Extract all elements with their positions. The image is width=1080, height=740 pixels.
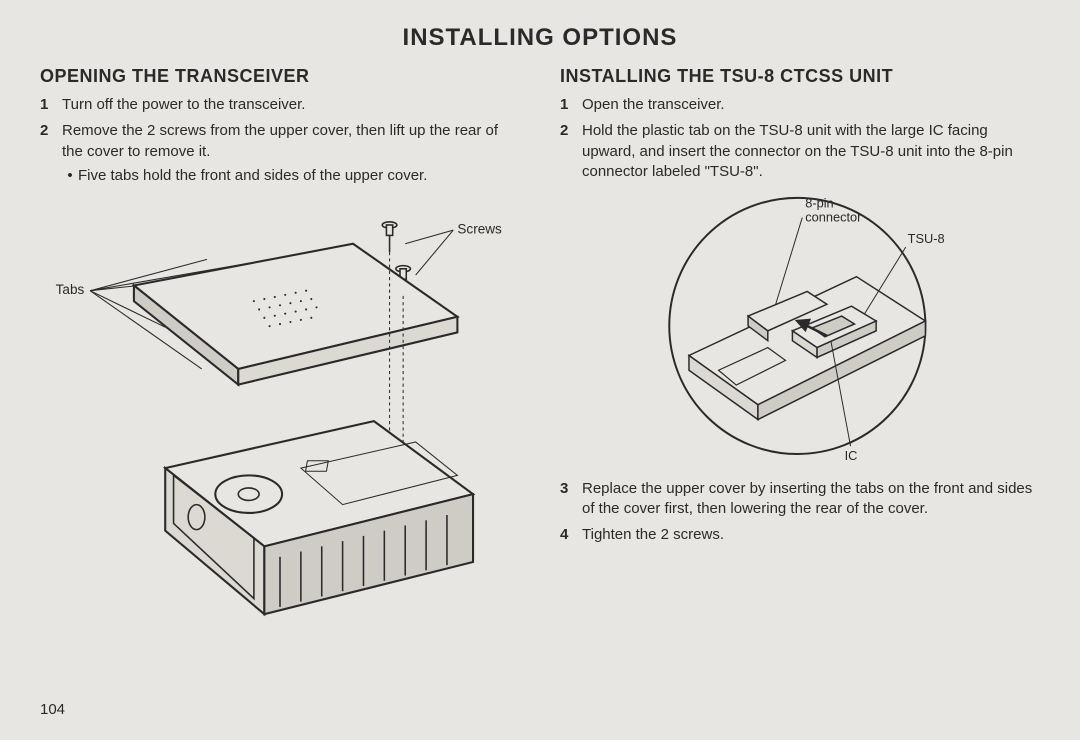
right-steps-a: 1 Open the transceiver. 2 Hold the plast… xyxy=(560,95,1040,182)
tabs-label: Tabs xyxy=(56,282,85,297)
step-text: Tighten the 2 screws. xyxy=(582,525,724,545)
left-steps: 1 Turn off the power to the transceiver.… xyxy=(40,95,520,186)
right-heading: INSTALLING THE TSU-8 CTCSS UNIT xyxy=(560,66,1040,87)
step-item: 1 Turn off the power to the transceiver. xyxy=(40,95,520,115)
tsu8-install-figure: 8-pin connector TSU-8 IC xyxy=(560,188,1040,469)
left-heading: OPENING THE TRANSCEIVER xyxy=(40,66,520,87)
two-column-layout: OPENING THE TRANSCEIVER 1 Turn off the p… xyxy=(40,66,1040,656)
step-number: 4 xyxy=(560,525,582,545)
sub-bullets: Five tabs hold the front and sides of th… xyxy=(62,166,520,186)
transceiver-svg-icon: Screws Tabs xyxy=(40,202,520,651)
step-number: 1 xyxy=(40,95,62,115)
connector-label-2: connector xyxy=(805,209,862,224)
step-item: 1 Open the transceiver. xyxy=(560,95,1040,115)
tsu8-svg-icon: 8-pin connector TSU-8 IC xyxy=(620,188,994,464)
step-number: 2 xyxy=(40,121,62,186)
sub-text: Five tabs hold the front and sides of th… xyxy=(78,166,427,186)
right-column: INSTALLING THE TSU-8 CTCSS UNIT 1 Open t… xyxy=(560,66,1040,656)
page-title: INSTALLING OPTIONS xyxy=(40,24,1040,52)
step-item: 4 Tighten the 2 screws. xyxy=(560,525,1040,545)
step-number: 1 xyxy=(560,95,582,115)
page-number: 104 xyxy=(40,701,65,718)
step-text: Remove the 2 screws from the upper cover… xyxy=(62,122,498,159)
step-body: Remove the 2 screws from the upper cover… xyxy=(62,121,520,186)
step-number: 2 xyxy=(560,121,582,182)
step-number: 3 xyxy=(560,479,582,520)
step-text: Turn off the power to the transceiver. xyxy=(62,95,305,115)
step-item: 3 Replace the upper cover by inserting t… xyxy=(560,479,1040,520)
step-item: 2 Remove the 2 screws from the upper cov… xyxy=(40,121,520,186)
transceiver-exploded-figure: Screws Tabs xyxy=(40,202,520,656)
manual-page: INSTALLING OPTIONS OPENING THE TRANSCEIV… xyxy=(0,0,1080,740)
tsu8-label: TSU-8 xyxy=(908,231,945,246)
step-text: Hold the plastic tab on the TSU-8 unit w… xyxy=(582,121,1040,182)
screws-label: Screws xyxy=(457,221,502,236)
step-item: 2 Hold the plastic tab on the TSU-8 unit… xyxy=(560,121,1040,182)
left-column: OPENING THE TRANSCEIVER 1 Turn off the p… xyxy=(40,66,520,656)
right-steps-b: 3 Replace the upper cover by inserting t… xyxy=(560,479,1040,546)
sub-bullet: Five tabs hold the front and sides of th… xyxy=(62,166,520,186)
connector-label-1: 8-pin xyxy=(805,196,833,211)
step-text: Open the transceiver. xyxy=(582,95,725,115)
step-text: Replace the upper cover by inserting the… xyxy=(582,479,1040,520)
ic-label: IC xyxy=(845,448,858,463)
